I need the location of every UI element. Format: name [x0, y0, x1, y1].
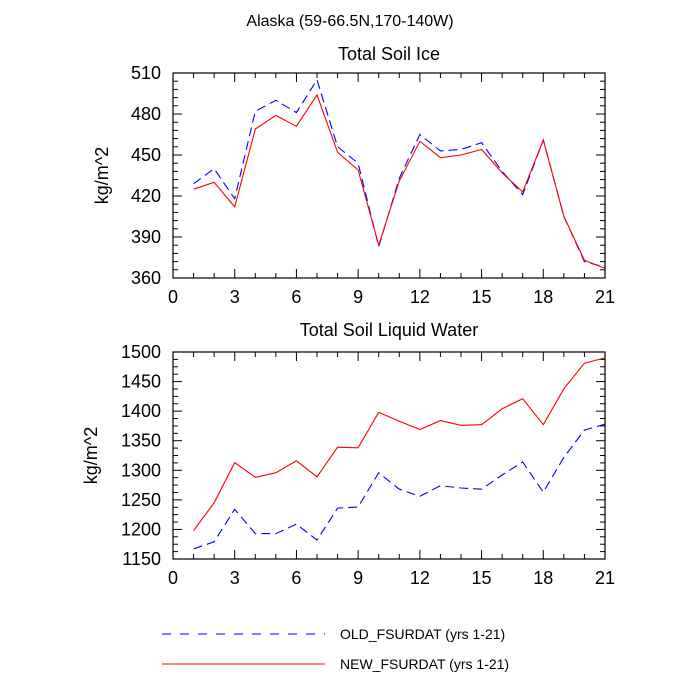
y-axis-label: kg/m^2: [92, 147, 112, 204]
series-line-old-liquid: [193, 423, 606, 550]
y-tick-label: 1300: [121, 460, 161, 480]
x-tick-label: 15: [472, 568, 492, 588]
y-tick-label: 420: [131, 186, 161, 206]
panel-total-soil-ice: Total Soil Ice kg/m^2 0 3 6 9 12 15 18 21 360 390 42…: [92, 44, 615, 307]
chart-title: Total Soil Ice: [338, 44, 440, 64]
x-tick-label: 18: [533, 568, 553, 588]
x-tick-label: 9: [353, 568, 363, 588]
y-tick-label: 1250: [121, 490, 161, 510]
y-tick-label: 390: [131, 227, 161, 247]
chart-title: Total Soil Liquid Water: [300, 320, 478, 340]
y-tick-label: 510: [131, 63, 161, 83]
y-tick-label: 360: [131, 268, 161, 288]
x-tick-label: 21: [595, 568, 615, 588]
x-tick-label: 0: [168, 568, 178, 588]
x-tick-label: 3: [230, 287, 240, 307]
figure-title: Alaska (59-66.5N,170-140W): [246, 13, 453, 30]
y-tick-label: 1200: [121, 519, 161, 539]
x-tick-label: 6: [291, 568, 301, 588]
x-tick-label: 21: [595, 287, 615, 307]
series-line-old-ice: [193, 78, 606, 268]
plot-frame: [172, 351, 606, 560]
plot-frame: [172, 72, 606, 279]
x-tick-label: 12: [410, 287, 430, 307]
y-tick-label: 1150: [122, 549, 161, 569]
x-tick-label: 6: [291, 287, 301, 307]
y-tick-label: 1450: [121, 372, 161, 392]
panel-total-soil-liquid-water: Total Soil Liquid Water kg/m^2 0 3 6 9 12 15 18 2…: [81, 320, 615, 588]
y-tick-label: 1400: [121, 401, 161, 421]
series-line-new-ice: [193, 93, 606, 269]
y-tick-label: 1350: [121, 431, 161, 451]
y-tick-label: 450: [131, 145, 161, 165]
x-tick-label: 12: [410, 568, 430, 588]
series-line-new-liquid: [193, 357, 606, 531]
legend: OLD_FSURDAT (yrs 1-21) NEW_FSURDAT (yrs …: [162, 626, 509, 672]
y-tick-label: 480: [131, 104, 161, 124]
legend-new-label: NEW_FSURDAT (yrs 1-21): [340, 656, 509, 672]
x-tick-label: 0: [168, 287, 178, 307]
x-tick-label: 3: [230, 568, 240, 588]
legend-old-label: OLD_FSURDAT (yrs 1-21): [340, 626, 505, 642]
y-axis-label: kg/m^2: [81, 427, 101, 484]
x-tick-label: 18: [533, 287, 553, 307]
x-tick-label: 15: [472, 287, 492, 307]
x-tick-label: 9: [353, 287, 363, 307]
y-tick-label: 1500: [121, 342, 161, 362]
